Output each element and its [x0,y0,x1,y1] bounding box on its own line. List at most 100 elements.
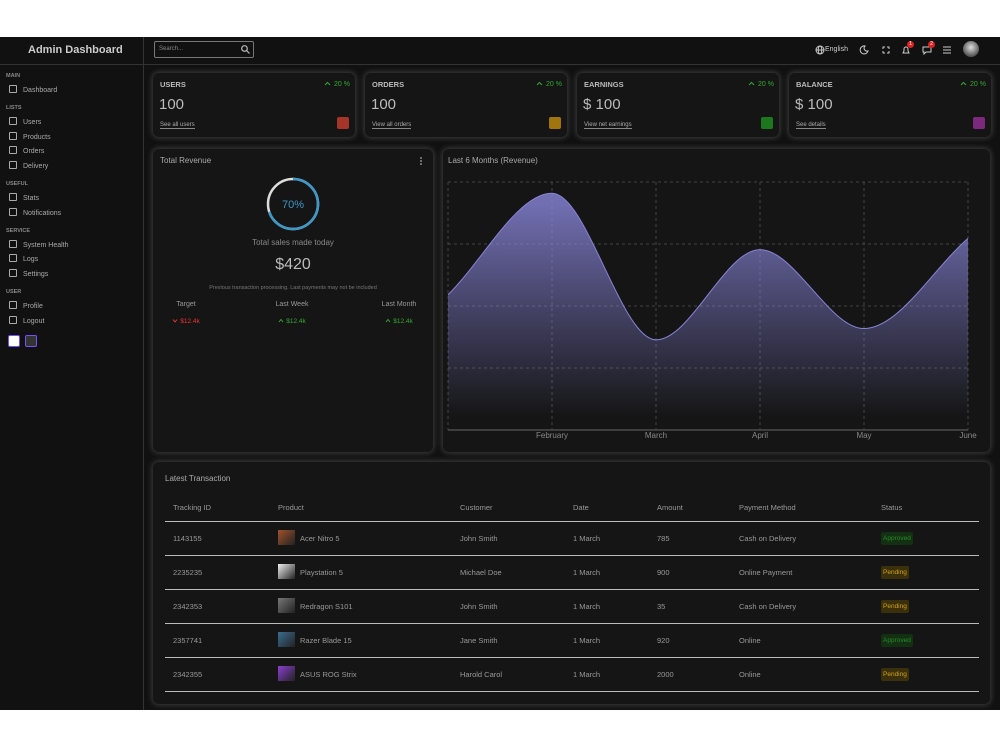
widget-card: EARNINGS 20 % $ 100 View net earnings [577,73,779,137]
table-title: Latest Transaction [165,474,231,483]
chart-card: Last 6 Months (Revenue) February March Apr… [443,149,990,452]
up-arrow [960,81,967,86]
status-badge: Approved [881,532,913,545]
language-icon[interactable] [815,45,825,55]
messages-badge: 2 [928,41,935,48]
trend-arrow [172,319,178,323]
sidebar-border [143,37,144,710]
widget-icon [549,117,561,129]
search-icon [241,45,250,54]
summary-title: Last Week [275,301,309,308]
widget-link[interactable]: See details [796,122,826,129]
sidebar-label: Logs [23,256,39,264]
list-icon[interactable] [942,45,952,55]
sidebar-item[interactable]: Stats [9,193,39,202]
product-image [278,530,295,545]
sidebar-label: Products [23,133,51,141]
x-tick-label: February [536,431,568,440]
table-cell: Cash on Delivery [739,602,797,611]
widget-icon [973,117,985,129]
widget-amount: $ 100 [795,96,833,113]
x-tick-label: April [752,431,768,440]
widget-link[interactable]: View all orders [372,122,412,129]
logo[interactable]: Admin Dashboard [28,44,123,56]
table-separator [165,521,979,522]
sidebar-icon [9,193,17,201]
sidebar-item[interactable]: Profile [9,301,43,310]
widget-amount: $ 100 [583,96,621,113]
theme-light[interactable] [8,335,20,347]
sidebar-label: Users [23,119,42,127]
percentage-text: 20 % [758,81,774,88]
table-cell: John Smith [460,602,498,611]
sidebar-label: Delivery [23,162,49,170]
table-cell: 35 [657,602,666,611]
sidebar-item[interactable]: Dashboard [9,85,57,94]
product-image [278,666,295,681]
sidebar-item[interactable]: Orders [9,146,44,155]
sidebar-section-title: MAIN [6,73,21,79]
table-cell: 1 March [573,636,601,645]
dark-mode-icon[interactable] [859,45,869,55]
search-box[interactable]: Search... [154,41,254,58]
product-image [278,632,295,647]
widget-title: EARNINGS [584,80,624,89]
sidebar-item[interactable]: System Health [9,239,69,249]
progress-ring: 70% [266,177,320,231]
language[interactable]: English [825,46,848,53]
column-header: Payment Method [739,503,796,512]
sidebar-section-title: SERVICE [6,227,31,234]
up-arrow [324,81,331,86]
sidebar-item[interactable]: Logout [9,315,44,325]
sidebar-item[interactable]: Delivery [9,160,49,170]
widget-percentage: 20 % [748,81,774,88]
widget-title: ORDERS [372,80,405,89]
widget-card: USERS 20 % 100 See all users [153,73,355,137]
table-cell: 900 [657,568,670,577]
navbar-border [0,64,1000,65]
widget-icon [337,117,349,129]
sidebar-item[interactable]: Notifications [9,207,61,217]
column-header: Tracking ID [173,503,212,512]
table-cell: John Smith [460,534,498,543]
sidebar-section-title: USER [6,289,22,295]
x-tick-label: May [856,431,871,440]
trend-arrow [278,318,284,323]
table-cell: 1 March [573,602,601,611]
status-badge: Approved [881,634,913,647]
theme-dark[interactable] [25,335,37,347]
widget-link[interactable]: See all users [160,122,195,129]
sidebar-item[interactable]: Users [9,117,41,126]
featured-note: Previous transaction processing. Last pa… [209,285,377,291]
product-name: Redragon S101 [300,602,353,611]
table-cell: 1 March [573,534,601,543]
summary-title: Last Month [381,301,417,308]
sidebar-icon [9,268,17,277]
product-image [278,598,295,613]
column-header: Customer [460,503,493,512]
table-cell: Online [739,670,761,679]
product-name: ASUS ROG Strix [300,670,357,679]
fullscreen-icon[interactable] [881,45,891,55]
widget-icon [761,117,773,129]
table-separator [165,589,979,590]
more-icon[interactable] [419,156,423,166]
sidebar-item[interactable]: Products [9,131,51,141]
status-badge: Pending [881,600,909,613]
sidebar-icon [9,160,17,169]
search-placeholder: Search... [159,46,184,52]
status-badge: Pending [881,668,909,681]
area-fill [448,193,968,430]
table-cell: Harold Carol [460,670,503,679]
product-image [278,564,295,579]
up-arrow [536,81,543,86]
x-tick-label: March [645,431,667,440]
sidebar-item[interactable]: Settings [9,268,48,278]
column-header: Status [881,503,903,512]
widget-link[interactable]: View net earnings [584,122,632,129]
notifications-icon[interactable] [901,45,911,55]
product-name: Playstation 5 [300,568,343,577]
sidebar-item[interactable]: Logs [9,254,38,263]
avatar[interactable] [963,41,979,57]
progress-arc [268,177,320,231]
